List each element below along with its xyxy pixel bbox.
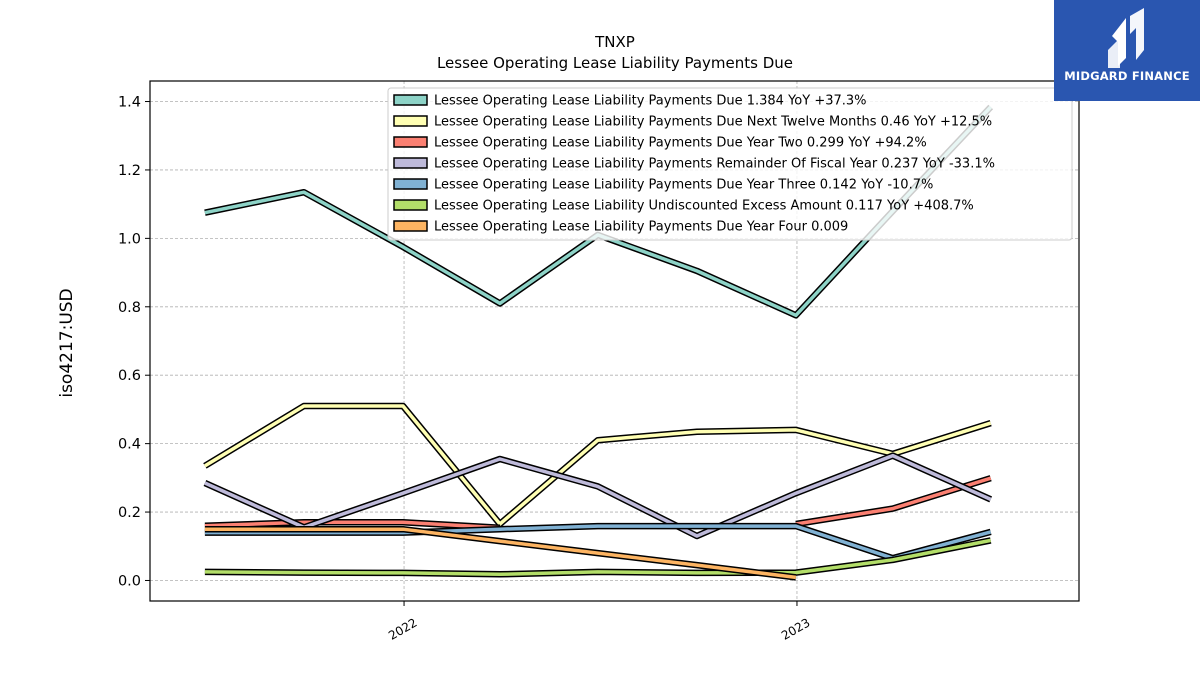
x-tick-label: 2022 (386, 615, 419, 642)
chart-subtitle: Lessee Operating Lease Liability Payment… (437, 54, 793, 72)
series-stroke (204, 538, 992, 577)
x-tick-label: 2023 (779, 615, 812, 642)
series-line-1 (203, 402, 992, 528)
series-line-6 (204, 525, 797, 581)
series-outline (204, 537, 992, 578)
y-tick-label: 0.6 (118, 368, 141, 384)
legend-entry: Lessee Operating Lease Liability Payment… (434, 115, 992, 130)
y-tick-label: 1.0 (118, 231, 141, 247)
legend-swatch (393, 178, 428, 190)
y-tick-label: 1.2 (118, 163, 141, 179)
legend: Lessee Operating Lease Liability Payment… (387, 87, 1073, 241)
series-line-5 (204, 537, 992, 578)
legend-entry: Lessee Operating Lease Liability Payment… (434, 136, 927, 151)
legend-swatch (393, 157, 428, 169)
series-line-3 (203, 452, 993, 540)
legend-swatch (393, 136, 428, 148)
series-stroke (204, 527, 797, 580)
legend-swatch (393, 199, 428, 211)
chart-titles: TNXP Lessee Operating Lease Liability Pa… (437, 33, 793, 72)
chart-title: TNXP (594, 33, 635, 51)
legend-swatch (393, 115, 428, 127)
legend-entry: Lessee Operating Lease Liability Payment… (434, 94, 867, 109)
series-stroke (204, 520, 500, 530)
legend-entry: Lessee Operating Lease Liability Payment… (434, 157, 995, 172)
series-line-4 (204, 522, 992, 562)
legend-swatch (393, 94, 428, 106)
series-stroke (204, 453, 992, 538)
legend-box (387, 87, 1073, 241)
legend-entry: Lessee Operating Lease Liability Payment… (434, 220, 848, 235)
logo-mark-icon (1108, 8, 1144, 68)
series-layer (203, 104, 994, 581)
logo-text: MIDGARD FINANCE (1064, 69, 1190, 83)
legend-entry: Lessee Operating Lease Liability Payment… (434, 178, 933, 193)
y-axis-label: iso4217:USD (57, 288, 77, 397)
midgard-finance-logo: MIDGARD FINANCE (1054, 0, 1200, 101)
y-tick-label: 0.8 (118, 300, 141, 316)
legend-entry: Lessee Operating Lease Liability Undisco… (434, 199, 974, 214)
y-tick-label: 0.4 (118, 437, 141, 453)
y-tick-label: 1.4 (118, 95, 141, 111)
legend-swatch (393, 220, 428, 232)
series-stroke (204, 524, 992, 560)
plot-frame (149, 80, 1080, 602)
series-stroke (203, 404, 992, 526)
y-tick-label: 0.2 (118, 505, 141, 521)
y-tick-label: 0.0 (118, 573, 141, 589)
